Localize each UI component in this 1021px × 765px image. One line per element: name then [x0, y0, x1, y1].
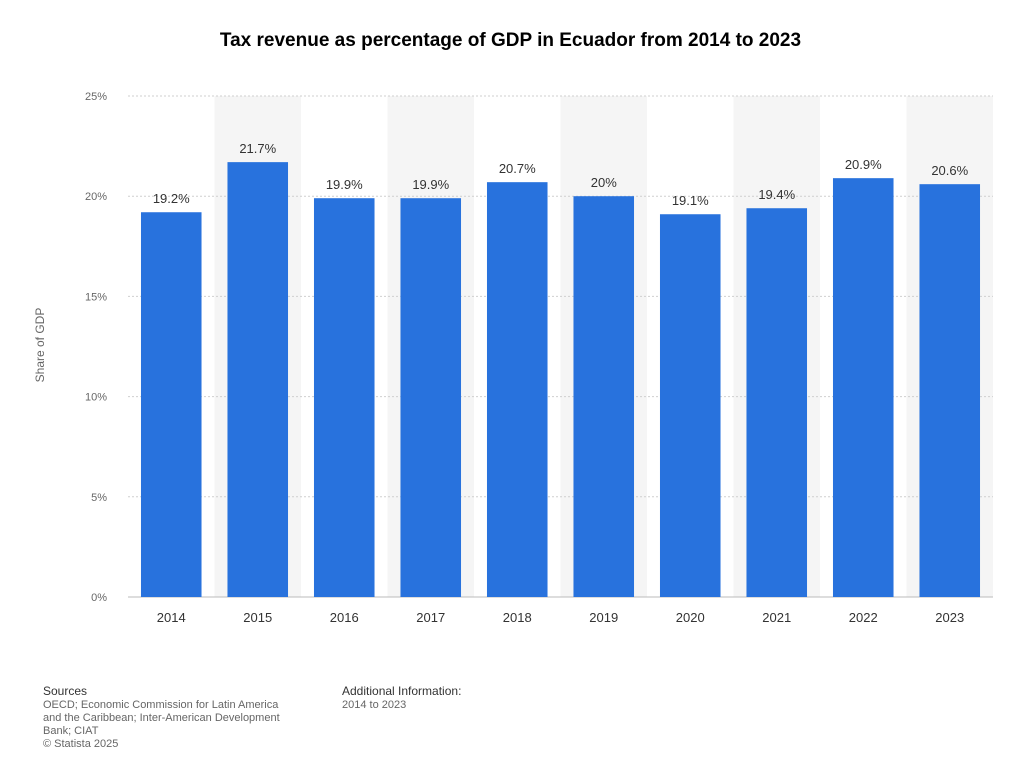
y-tick-label: 15%: [85, 291, 107, 303]
value-label: 19.1%: [672, 193, 709, 208]
bar: [486, 182, 548, 597]
additional-info-text: 2014 to 2023: [342, 699, 407, 711]
value-label: 20.6%: [931, 163, 968, 178]
value-label: 19.4%: [758, 187, 795, 202]
y-tick-label: 0%: [91, 592, 107, 604]
y-tick-label: 25%: [85, 91, 107, 103]
value-label: 20.9%: [845, 157, 882, 172]
bar: [573, 196, 635, 597]
y-tick-label: 10%: [85, 392, 107, 404]
bar: [832, 178, 894, 597]
bar-chart: 0% 5% 10% 15% 20% 25% 19.2% 21.7% 19.9% 19.9% 20.…: [85, 91, 993, 625]
value-label: 21.7%: [239, 141, 276, 156]
additional-info-heading: Additional Information:: [342, 684, 462, 698]
x-tick-label: 2018: [503, 610, 532, 625]
bar: [400, 198, 462, 598]
copyright: © Statista 2025: [43, 738, 119, 750]
chart-title: Tax revenue as percentage of GDP in Ecua…: [219, 30, 802, 51]
y-axis-label: Share of GDP: [33, 307, 47, 383]
sources-line: Bank; CIAT: [43, 725, 99, 737]
value-labels: 19.2% 21.7% 19.9% 19.9% 20.7% 20% 19.1% 19.4% 20…: [153, 141, 969, 208]
x-tick-label: 2017: [416, 610, 445, 625]
sources-line: OECD; Economic Commission for Latin Amer…: [43, 699, 279, 711]
x-tick-label: 2021: [762, 610, 791, 625]
bar: [140, 212, 202, 597]
x-tick-label: 2014: [157, 610, 186, 625]
bar: [227, 162, 289, 597]
y-tick-label: 20%: [85, 191, 107, 203]
value-label: 19.2%: [153, 191, 190, 206]
y-tick-label: 5%: [91, 492, 107, 504]
sources-line: and the Caribbean; Inter-American Develo…: [43, 712, 280, 724]
value-label: 19.9%: [412, 177, 449, 192]
value-label: 20.7%: [499, 161, 536, 176]
y-tick-labels: 0% 5% 10% 15% 20% 25%: [85, 91, 107, 604]
x-tick-labels: 2014 2015 2016 2017 2018 2019 2020 2021 2022 2023: [157, 610, 964, 625]
sources-block: Sources OECD; Economic Commission for La…: [43, 684, 323, 751]
x-tick-label: 2016: [330, 610, 359, 625]
x-tick-label: 2020: [676, 610, 705, 625]
bar: [659, 214, 721, 597]
bar: [919, 184, 981, 597]
bar: [313, 198, 375, 598]
x-tick-label: 2019: [589, 610, 618, 625]
x-tick-label: 2022: [849, 610, 878, 625]
value-label: 20%: [591, 175, 617, 190]
bar: [746, 208, 808, 597]
value-label: 19.9%: [326, 177, 363, 192]
additional-info-block: Additional Information: 2014 to 2023: [342, 684, 642, 712]
x-tick-label: 2023: [935, 610, 964, 625]
bars: [140, 162, 981, 598]
x-tick-label: 2015: [243, 610, 272, 625]
sources-heading: Sources: [43, 684, 88, 698]
